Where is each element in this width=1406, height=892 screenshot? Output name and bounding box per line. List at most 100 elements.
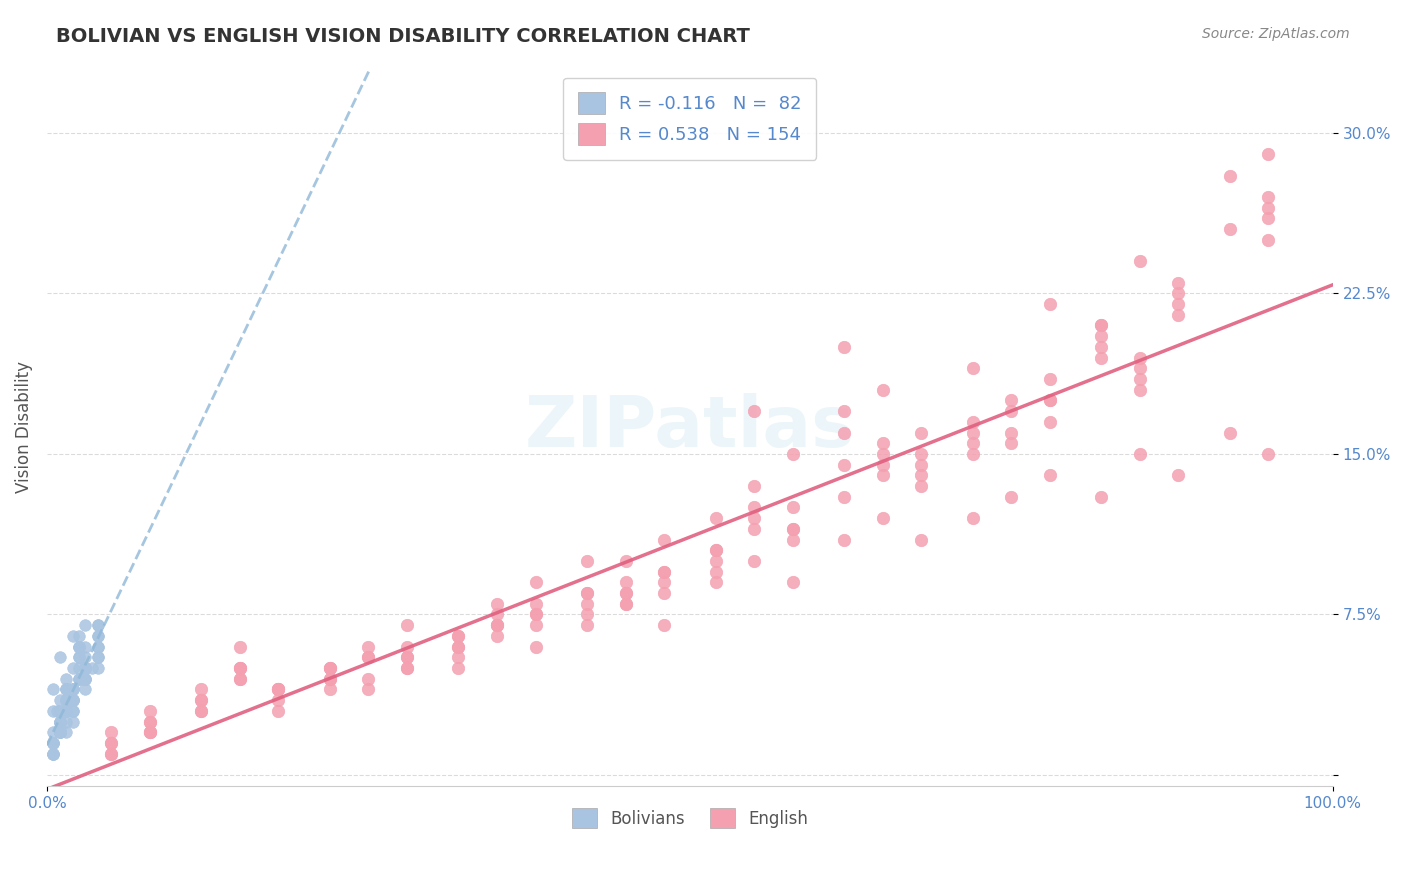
Point: [229, 672, 252, 686]
Point: [614, 575, 637, 590]
Point: [1129, 351, 1152, 365]
Point: [652, 533, 675, 547]
Point: [319, 661, 342, 675]
Point: [1257, 447, 1279, 461]
Point: [42, 736, 65, 750]
Point: [832, 425, 855, 440]
Point: [1000, 436, 1022, 450]
Point: [55, 725, 77, 739]
Point: [782, 447, 804, 461]
Point: [872, 447, 894, 461]
Point: [319, 661, 342, 675]
Point: [872, 468, 894, 483]
Point: [910, 479, 932, 493]
Point: [742, 522, 765, 536]
Text: Source: ZipAtlas.com: Source: ZipAtlas.com: [1202, 27, 1350, 41]
Point: [62, 704, 84, 718]
Point: [42, 747, 65, 761]
Point: [1167, 297, 1189, 311]
Point: [42, 736, 65, 750]
Point: [48, 693, 70, 707]
Point: [910, 458, 932, 472]
Point: [319, 661, 342, 675]
Point: [1257, 211, 1279, 226]
Point: [267, 682, 290, 697]
Point: [267, 682, 290, 697]
Point: [100, 725, 122, 739]
Point: [267, 682, 290, 697]
Point: [62, 693, 84, 707]
Point: [652, 565, 675, 579]
Point: [872, 511, 894, 525]
Point: [1039, 468, 1062, 483]
Point: [319, 682, 342, 697]
Point: [48, 725, 70, 739]
Point: [190, 704, 212, 718]
Point: [48, 725, 70, 739]
Point: [910, 425, 932, 440]
Point: [229, 661, 252, 675]
Point: [55, 704, 77, 718]
Point: [485, 597, 508, 611]
Point: [614, 554, 637, 568]
Point: [652, 575, 675, 590]
Point: [575, 586, 598, 600]
Point: [190, 693, 212, 707]
Point: [42, 747, 65, 761]
Point: [872, 436, 894, 450]
Point: [704, 565, 727, 579]
Point: [962, 425, 984, 440]
Point: [395, 661, 418, 675]
Point: [1000, 404, 1022, 418]
Point: [1039, 297, 1062, 311]
Point: [87, 618, 110, 632]
Point: [100, 736, 122, 750]
Point: [190, 693, 212, 707]
Point: [75, 618, 97, 632]
Point: [55, 704, 77, 718]
Point: [910, 447, 932, 461]
Point: [42, 747, 65, 761]
Point: [55, 672, 77, 686]
Point: [42, 747, 65, 761]
Point: [67, 629, 90, 643]
Point: [67, 672, 90, 686]
Point: [485, 618, 508, 632]
Point: [62, 693, 84, 707]
Point: [575, 586, 598, 600]
Point: [524, 597, 547, 611]
Point: [395, 618, 418, 632]
Point: [55, 714, 77, 729]
Point: [62, 682, 84, 697]
Point: [395, 650, 418, 665]
Point: [357, 650, 380, 665]
Point: [100, 747, 122, 761]
Point: [357, 682, 380, 697]
Point: [42, 736, 65, 750]
Point: [48, 725, 70, 739]
Point: [75, 640, 97, 654]
Point: [100, 747, 122, 761]
Point: [1167, 308, 1189, 322]
Point: [42, 725, 65, 739]
Point: [614, 597, 637, 611]
Point: [910, 468, 932, 483]
Point: [357, 650, 380, 665]
Point: [485, 618, 508, 632]
Point: [742, 554, 765, 568]
Point: [704, 575, 727, 590]
Point: [782, 522, 804, 536]
Point: [67, 640, 90, 654]
Point: [229, 661, 252, 675]
Point: [614, 586, 637, 600]
Point: [87, 650, 110, 665]
Point: [614, 597, 637, 611]
Point: [75, 682, 97, 697]
Point: [524, 607, 547, 622]
Point: [832, 404, 855, 418]
Point: [42, 736, 65, 750]
Point: [139, 714, 162, 729]
Point: [832, 340, 855, 354]
Point: [524, 607, 547, 622]
Point: [782, 500, 804, 515]
